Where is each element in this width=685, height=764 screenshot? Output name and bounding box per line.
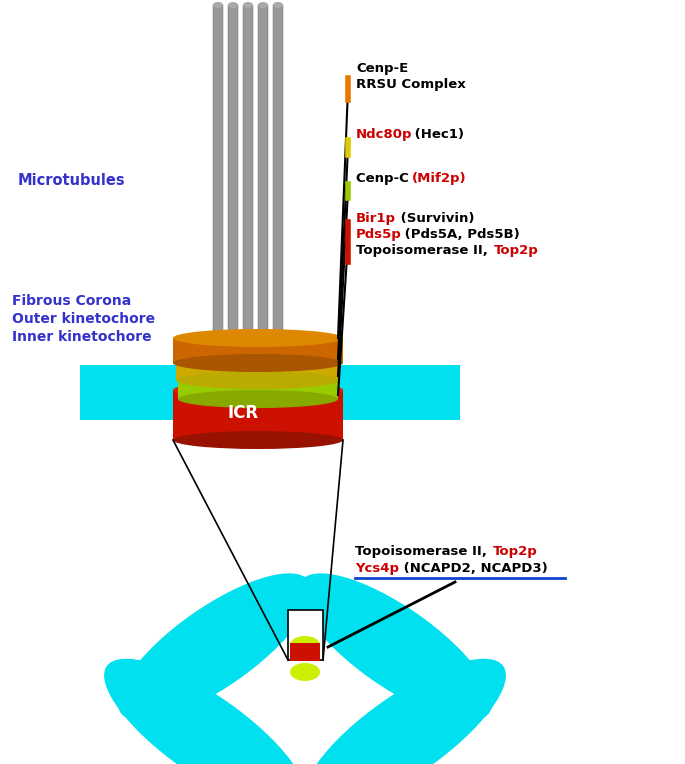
Ellipse shape	[213, 2, 223, 8]
Ellipse shape	[178, 362, 338, 380]
Bar	[176, 354, 340, 380]
Bar	[290, 643, 320, 661]
Text: Topoisomerase II,: Topoisomerase II,	[355, 545, 492, 558]
Ellipse shape	[304, 659, 506, 764]
Bar	[80, 365, 460, 420]
Text: (Mif2p): (Mif2p)	[412, 172, 466, 185]
Bar	[258, 5, 268, 347]
Text: Outer kinetochore: Outer kinetochore	[12, 312, 155, 326]
Text: Topoisomerase II,: Topoisomerase II,	[356, 244, 493, 257]
Text: (Hec1): (Hec1)	[410, 128, 464, 141]
Text: ICR: ICR	[228, 404, 259, 422]
Text: Cenp-C: Cenp-C	[356, 172, 413, 185]
Bar	[173, 390, 343, 440]
Bar	[288, 610, 323, 660]
Ellipse shape	[178, 390, 338, 408]
Ellipse shape	[173, 329, 343, 347]
Text: Ndc80p: Ndc80p	[356, 128, 412, 141]
Ellipse shape	[173, 431, 343, 449]
Ellipse shape	[290, 663, 320, 681]
Ellipse shape	[176, 371, 340, 389]
Text: Top2p: Top2p	[494, 244, 538, 257]
Ellipse shape	[173, 354, 343, 372]
Text: Pds5p: Pds5p	[356, 228, 401, 241]
Text: Bir1p: Bir1p	[356, 212, 396, 225]
Text: Cenp-E: Cenp-E	[356, 62, 408, 75]
Text: (Pds5A, Pds5B): (Pds5A, Pds5B)	[400, 228, 520, 241]
Ellipse shape	[258, 2, 268, 8]
Ellipse shape	[298, 573, 492, 720]
Bar	[273, 5, 283, 347]
Ellipse shape	[173, 381, 343, 399]
Ellipse shape	[118, 573, 312, 720]
Ellipse shape	[104, 659, 306, 764]
Text: (NCAPD2, NCAPD3): (NCAPD2, NCAPD3)	[399, 562, 548, 575]
Ellipse shape	[243, 2, 253, 8]
Ellipse shape	[273, 2, 283, 8]
Text: RRSU Complex: RRSU Complex	[356, 78, 466, 91]
Text: Fibrous Corona: Fibrous Corona	[12, 294, 132, 308]
Ellipse shape	[290, 636, 320, 654]
Bar	[213, 5, 223, 347]
Text: Inner kinetochore: Inner kinetochore	[12, 330, 151, 344]
Ellipse shape	[176, 345, 340, 363]
Text: Microtubules: Microtubules	[18, 173, 125, 188]
Bar	[228, 5, 238, 347]
Bar	[173, 338, 343, 363]
Ellipse shape	[228, 2, 238, 8]
Bar	[178, 371, 338, 399]
Text: Ycs4p: Ycs4p	[355, 562, 399, 575]
Text: Top2p: Top2p	[493, 545, 538, 558]
Bar	[243, 5, 253, 347]
Text: (Survivin): (Survivin)	[396, 212, 475, 225]
